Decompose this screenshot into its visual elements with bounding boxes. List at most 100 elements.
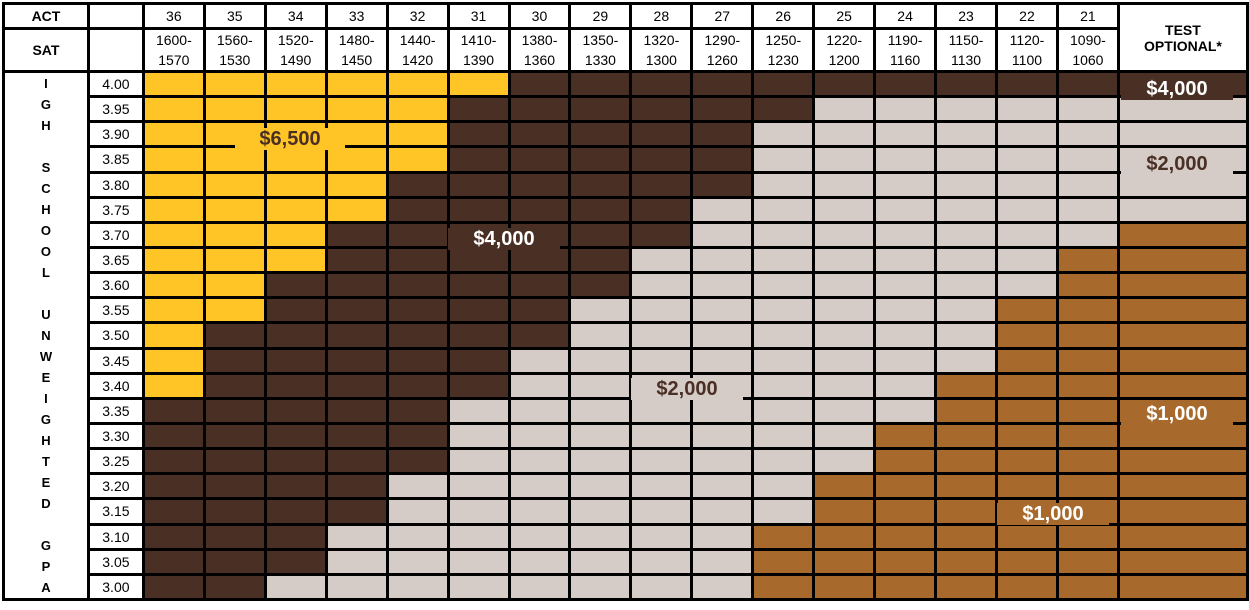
award-cell-1000	[873, 547, 938, 576]
gpa-row: 3.90	[4, 120, 1249, 149]
sat-range: 1600-1570	[141, 27, 206, 73]
award-cell-2000	[873, 321, 938, 350]
sat-row: SAT 1600-1570 1560-1530 1520-1490 1480-1450 1…	[2, 27, 1248, 73]
side-label-letter: C	[41, 181, 51, 196]
award-cell-4000	[385, 371, 450, 400]
award-cell-1000	[1055, 572, 1120, 602]
award-cell-2000	[446, 547, 511, 576]
award-cell-4000	[507, 145, 572, 174]
award-cell-4000	[263, 522, 328, 551]
award-cell-2000	[751, 421, 816, 451]
sat-range: 1480-1450	[324, 27, 389, 73]
award-cell-2000	[934, 120, 998, 149]
act-score: 31	[446, 2, 511, 30]
award-cell-6500	[202, 69, 267, 99]
award-cell-2000	[446, 421, 511, 451]
gpa-row: 3.95	[4, 95, 1249, 124]
gpa-row: 3.55	[4, 296, 1249, 325]
side-label-letter: O	[40, 244, 52, 259]
award-cell-6500	[141, 195, 206, 224]
test-optional-cell-1000	[1116, 522, 1249, 551]
award-cell-2000	[751, 472, 816, 501]
award-cell-2000	[446, 396, 511, 425]
sat-range: 1150-1130	[934, 27, 998, 73]
award-cell-2000	[934, 271, 998, 300]
award-cell-6500	[263, 195, 328, 224]
award-cell-1000	[934, 421, 998, 451]
award-cell-4000	[690, 120, 755, 149]
award-cell-2000	[507, 497, 572, 526]
award-cell-2000	[751, 497, 816, 526]
award-cell-1000	[812, 472, 877, 501]
gpa-row: 3.85	[4, 145, 1249, 174]
award-cell-4000	[202, 371, 267, 400]
side-label-letter: N	[41, 328, 51, 343]
award-cell-2000	[690, 271, 755, 300]
award-cell-1000	[751, 547, 816, 576]
award-cell-6500	[141, 120, 206, 149]
award-cell-6500	[324, 195, 389, 224]
award-cell-4000	[446, 120, 511, 149]
award-cell-2000	[629, 547, 694, 576]
award-cell-2000	[812, 321, 877, 350]
award-cell-1000	[934, 447, 998, 476]
award-cell-2000	[812, 271, 877, 300]
award-label-4000: $4,000	[448, 228, 560, 250]
test-optional-cell-1000	[1116, 421, 1249, 451]
gpa-value: 3.00	[86, 572, 145, 602]
gpa-value: 4.00	[86, 69, 145, 99]
award-cell-4000	[568, 195, 633, 224]
award-cell-4000	[385, 220, 450, 249]
award-cell-2000	[995, 271, 1059, 300]
award-cell-2000	[873, 195, 938, 224]
award-cell-1000	[751, 522, 816, 551]
award-cell-4000	[568, 120, 633, 149]
award-cell-4000	[446, 321, 511, 350]
award-cell-2000	[751, 447, 816, 476]
award-cell-4000	[141, 497, 206, 526]
test-optional-label-4000: $4,000	[1121, 78, 1233, 100]
award-cell-6500	[202, 296, 267, 325]
award-cell-2000	[1055, 195, 1120, 224]
sat-range: 1090-1060	[1055, 27, 1120, 73]
award-cell-2000	[751, 321, 816, 350]
award-cell-2000	[629, 472, 694, 501]
award-cell-4000	[324, 220, 389, 249]
gpa-value: 3.40	[86, 371, 145, 400]
award-cell-4000	[629, 170, 694, 199]
award-cell-6500	[446, 69, 511, 99]
award-cell-4000	[629, 145, 694, 174]
gpa-value: 3.95	[86, 95, 145, 124]
award-cell-4000	[507, 245, 572, 275]
gpa-row: 3.05	[4, 547, 1249, 576]
award-cell-1000	[812, 547, 877, 576]
award-cell-4000	[568, 170, 633, 199]
test-optional-cell-1000	[1116, 572, 1249, 602]
award-cell-1000	[873, 572, 938, 602]
award-label-1000: $1,000	[997, 503, 1109, 525]
gpa-value: 3.60	[86, 271, 145, 300]
award-cell-4000	[446, 145, 511, 174]
award-cell-1000	[1055, 547, 1120, 576]
award-cell-4000	[263, 547, 328, 576]
side-label-letter	[5, 136, 87, 157]
side-label-letter	[5, 283, 87, 304]
award-cell-4000	[385, 346, 450, 375]
award-cell-6500	[324, 69, 389, 99]
sat-label: SAT	[2, 27, 90, 73]
award-cell-2000	[995, 170, 1059, 199]
award-cell-4000	[446, 346, 511, 375]
sat-range: 1290-1260	[690, 27, 755, 73]
side-label-letter	[5, 514, 87, 535]
award-cell-4000	[202, 547, 267, 576]
gpa-value: 3.65	[86, 245, 145, 275]
gpa-value: 3.55	[86, 296, 145, 325]
award-cell-4000	[141, 522, 206, 551]
award-cell-6500	[324, 170, 389, 199]
award-cell-4000	[263, 271, 328, 300]
award-cell-2000	[751, 296, 816, 325]
award-cell-4000	[507, 170, 572, 199]
award-cell-2000	[629, 572, 694, 602]
award-cell-2000	[385, 522, 450, 551]
award-cell-1000	[1055, 296, 1120, 325]
